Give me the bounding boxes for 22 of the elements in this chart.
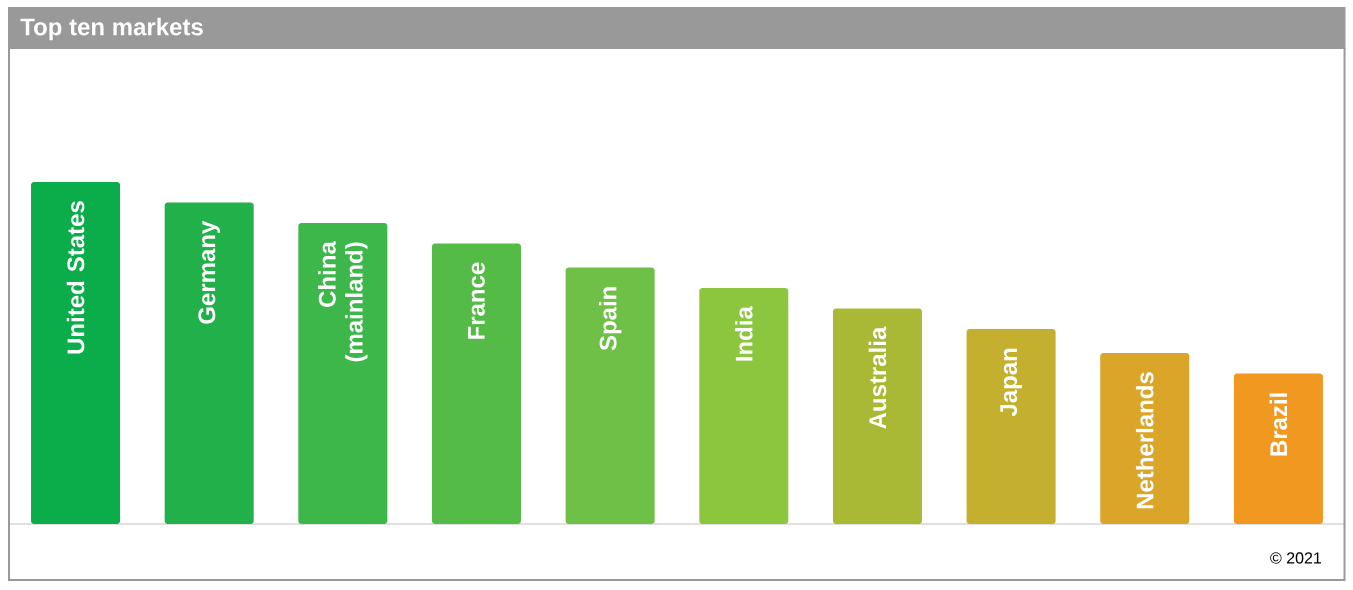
bar bbox=[31, 182, 121, 524]
x-tick-label: Brazil bbox=[1269, 393, 1288, 456]
x-tick-label: Spain bbox=[598, 287, 622, 351]
x-tick-label: France bbox=[468, 262, 485, 339]
bar bbox=[431, 243, 521, 524]
bar bbox=[1100, 353, 1190, 524]
bar bbox=[298, 223, 388, 524]
x-tick-label: Australia bbox=[868, 326, 887, 429]
bar bbox=[565, 267, 655, 524]
x-tick-label: Netherlands bbox=[1135, 372, 1154, 509]
bar bbox=[1233, 373, 1323, 524]
text: © 2021 bbox=[1270, 552, 1321, 564]
bar bbox=[966, 329, 1056, 524]
x-tick-label: United States bbox=[66, 201, 85, 354]
bar bbox=[699, 288, 789, 524]
x-tick-label: Japan bbox=[1000, 348, 1022, 417]
chart-title: Top ten markets bbox=[20, 17, 203, 41]
bar bbox=[832, 308, 922, 524]
bar bbox=[164, 202, 254, 524]
x-tick-label: China (mainland) bbox=[318, 241, 368, 362]
x-tick-label: India bbox=[734, 306, 753, 361]
x-tick-label: Germany bbox=[198, 220, 221, 324]
